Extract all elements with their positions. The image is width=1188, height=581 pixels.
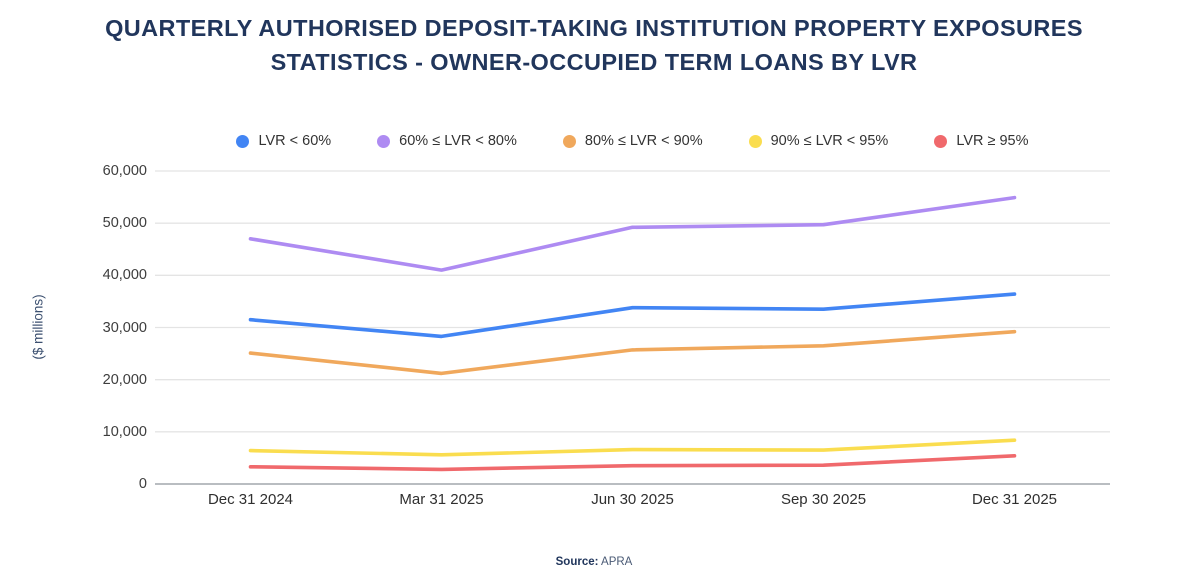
series-line [248, 454, 1017, 472]
y-tick-label: 60,000 [102, 163, 147, 179]
chart-legend: LVR < 60% 60% ≤ LVR < 80% 80% ≤ LVR < 90% 9… [155, 131, 1110, 151]
legend-item: LVR ≥ 95% [934, 133, 1029, 149]
y-tick-label: 30,000 [102, 319, 147, 336]
y-tick-label: 20,000 [102, 371, 147, 388]
legend-dot-icon [236, 134, 250, 148]
legend-label: 90% ≤ LVR < 95% [770, 133, 889, 149]
y-tick-label: 0 [138, 476, 147, 492]
x-tick-label: Dec 31 2025 [971, 491, 1058, 508]
series-line [248, 195, 1017, 272]
x-tick-label: Sep 30 2025 [780, 491, 867, 508]
legend-item: 60% ≤ LVR < 80% [377, 133, 517, 149]
series-line [248, 329, 1017, 376]
y-tick-label: 50,000 [102, 215, 147, 232]
source-value: APRA [601, 556, 633, 568]
legend-item: 90% ≤ LVR < 95% [748, 133, 889, 149]
legend-label: LVR < 60% [258, 133, 332, 149]
x-tick-label: Mar 31 2025 [399, 491, 484, 508]
source-line: Source: APRA [0, 556, 1188, 568]
legend-item: 80% ≤ LVR < 90% [562, 133, 703, 149]
y-tick-label: 10,000 [102, 423, 147, 440]
y-tick-label: 40,000 [102, 267, 147, 284]
source-label: Source: [555, 556, 599, 568]
x-tick-label: Jun 30 2025 [591, 491, 674, 508]
legend-label: 80% ≤ LVR < 90% [584, 133, 703, 149]
legend-label: LVR ≥ 95% [956, 133, 1029, 149]
legend-item: LVR < 60% [236, 133, 331, 149]
chart-title-text: QUARTERLY AUTHORISED DEPOSIT-TAKING INST… [105, 15, 1083, 75]
y-axis-title: ($ millions) [30, 294, 46, 360]
legend-dot-icon [377, 134, 391, 148]
chart-title: QUARTERLY AUTHORISED DEPOSIT-TAKING INST… [0, 11, 1188, 79]
series-line [248, 292, 1017, 339]
legend-label: 60% ≤ LVR < 80% [399, 133, 517, 149]
legend-dot-icon [562, 134, 576, 148]
legend-dot-icon [934, 134, 948, 148]
x-tick-label: Dec 31 2024 [207, 491, 294, 508]
legend-dot-icon [748, 134, 762, 148]
series-line [248, 438, 1017, 457]
